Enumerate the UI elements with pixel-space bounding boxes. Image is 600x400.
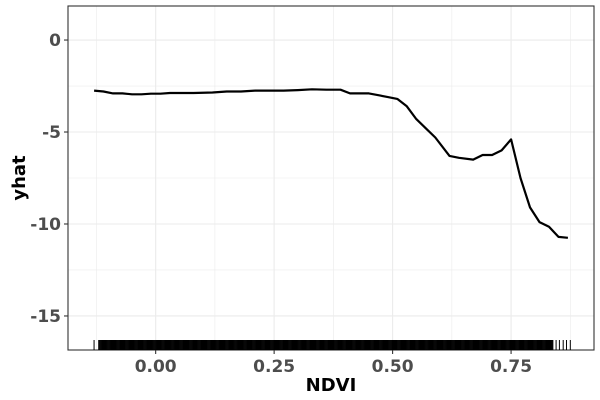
y-tick-label: -10 <box>30 215 61 235</box>
x-axis-ticks: 0.00 0.25 0.50 0.75 <box>135 350 532 377</box>
rug-marks <box>93 340 571 350</box>
x-tick-label: 0.50 <box>372 357 414 377</box>
x-axis-title: NDVI <box>306 375 357 396</box>
series-line <box>93 88 569 239</box>
x-tick-label: 0.25 <box>253 357 295 377</box>
y-axis-title: yhat <box>9 155 30 201</box>
x-tick-label: 0.00 <box>135 357 177 377</box>
grid-lines <box>68 6 594 350</box>
y-axis-ticks: 0 -5 -10 -15 <box>30 31 68 327</box>
y-tick-label: -5 <box>42 123 61 143</box>
y-tick-label: -15 <box>30 307 61 327</box>
y-tick-label: 0 <box>49 31 61 51</box>
x-tick-label: 0.75 <box>490 357 532 377</box>
